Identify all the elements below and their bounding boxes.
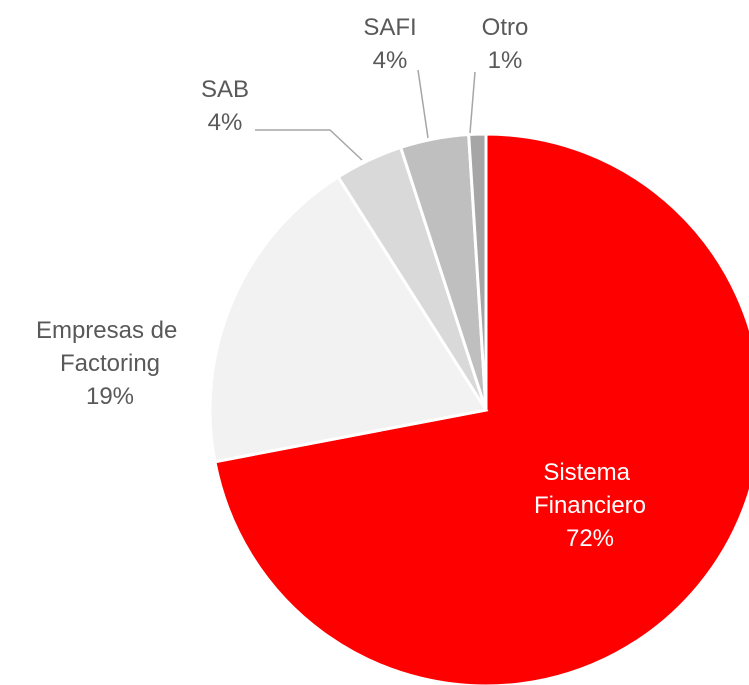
slice-label: Otro (482, 14, 529, 41)
pie-slice (467, 132, 488, 411)
leader-line (255, 129, 363, 161)
leader-line (469, 71, 476, 134)
leader-line (417, 69, 429, 139)
pie-slice (213, 132, 749, 685)
slice-label: Empresas de Factoring (36, 317, 184, 377)
slice-value-label: 19% (86, 383, 134, 410)
slice-value-label: 1% (488, 47, 523, 74)
slice-label: SAB (201, 76, 249, 103)
slice-label: SAFI (363, 14, 416, 41)
slice-label: Sistema Financiero (534, 459, 646, 519)
slice-value-label: 4% (373, 47, 408, 74)
slice-value-label: 72% (566, 525, 614, 552)
pie-slice (208, 174, 489, 464)
slice-value-label: 4% (208, 109, 243, 136)
